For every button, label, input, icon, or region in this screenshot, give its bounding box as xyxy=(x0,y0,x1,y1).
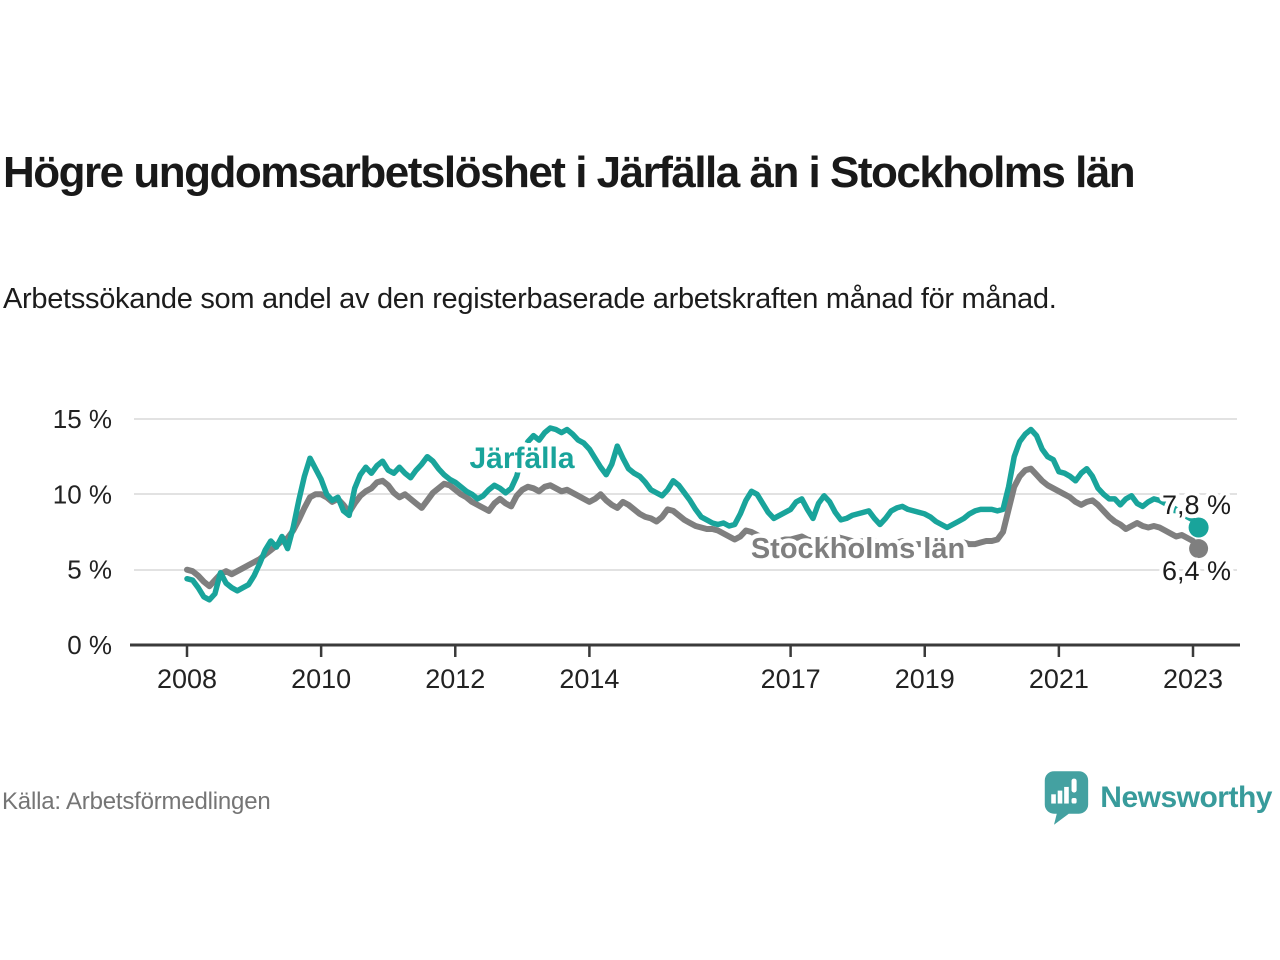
x-tick-label: 2012 xyxy=(425,664,485,694)
x-tick-label: 2017 xyxy=(761,664,821,694)
x-tick-label: 2008 xyxy=(157,664,217,694)
x-tick-label: 2010 xyxy=(291,664,351,694)
y-tick-label: 5 % xyxy=(67,555,112,585)
source-note: Källa: Arbetsförmedlingen xyxy=(2,788,271,815)
stockholm-end-dot xyxy=(1189,539,1209,559)
page-subtitle: Arbetssökande som andel av den registerb… xyxy=(3,283,1057,315)
newsworthy-icon xyxy=(1045,771,1089,825)
x-axis-labels: 2008 2010 2012 2014 2017 2019 2021 2023 xyxy=(157,664,1223,694)
x-tick-label: 2019 xyxy=(895,664,955,694)
y-axis-labels: 0 % 5 % 10 % 15 % xyxy=(53,404,112,660)
stockholm-series-label: Stockholms län xyxy=(751,533,965,565)
x-axis-ticks xyxy=(185,645,1195,657)
y-tick-label: 0 % xyxy=(67,630,112,660)
jarfalla-line xyxy=(184,425,1202,603)
jarfalla-end-value: 7,8 % xyxy=(1162,490,1231,520)
stockholm-line xyxy=(184,465,1202,590)
y-tick-label: 15 % xyxy=(53,404,112,434)
x-tick-label: 2023 xyxy=(1163,664,1223,694)
unemployment-line-chart: 2008 2010 2012 2014 2017 2019 2021 2023 0 % 5 % 1… xyxy=(53,404,1240,694)
y-tick-label: 10 % xyxy=(53,479,112,509)
stockholm-end-value: 6,4 % xyxy=(1162,556,1231,586)
jarfalla-series-label: Järfälla xyxy=(469,442,574,475)
jarfalla-end-dot xyxy=(1188,517,1209,538)
x-tick-label: 2021 xyxy=(1029,664,1089,694)
newsworthy-logo: Newsworthy xyxy=(1042,768,1272,828)
x-tick-label: 2014 xyxy=(559,664,619,694)
newsworthy-wordmark: Newsworthy xyxy=(1100,781,1272,814)
page-title: Högre ungdomsarbetslöshet i Järfälla än … xyxy=(3,148,1136,197)
